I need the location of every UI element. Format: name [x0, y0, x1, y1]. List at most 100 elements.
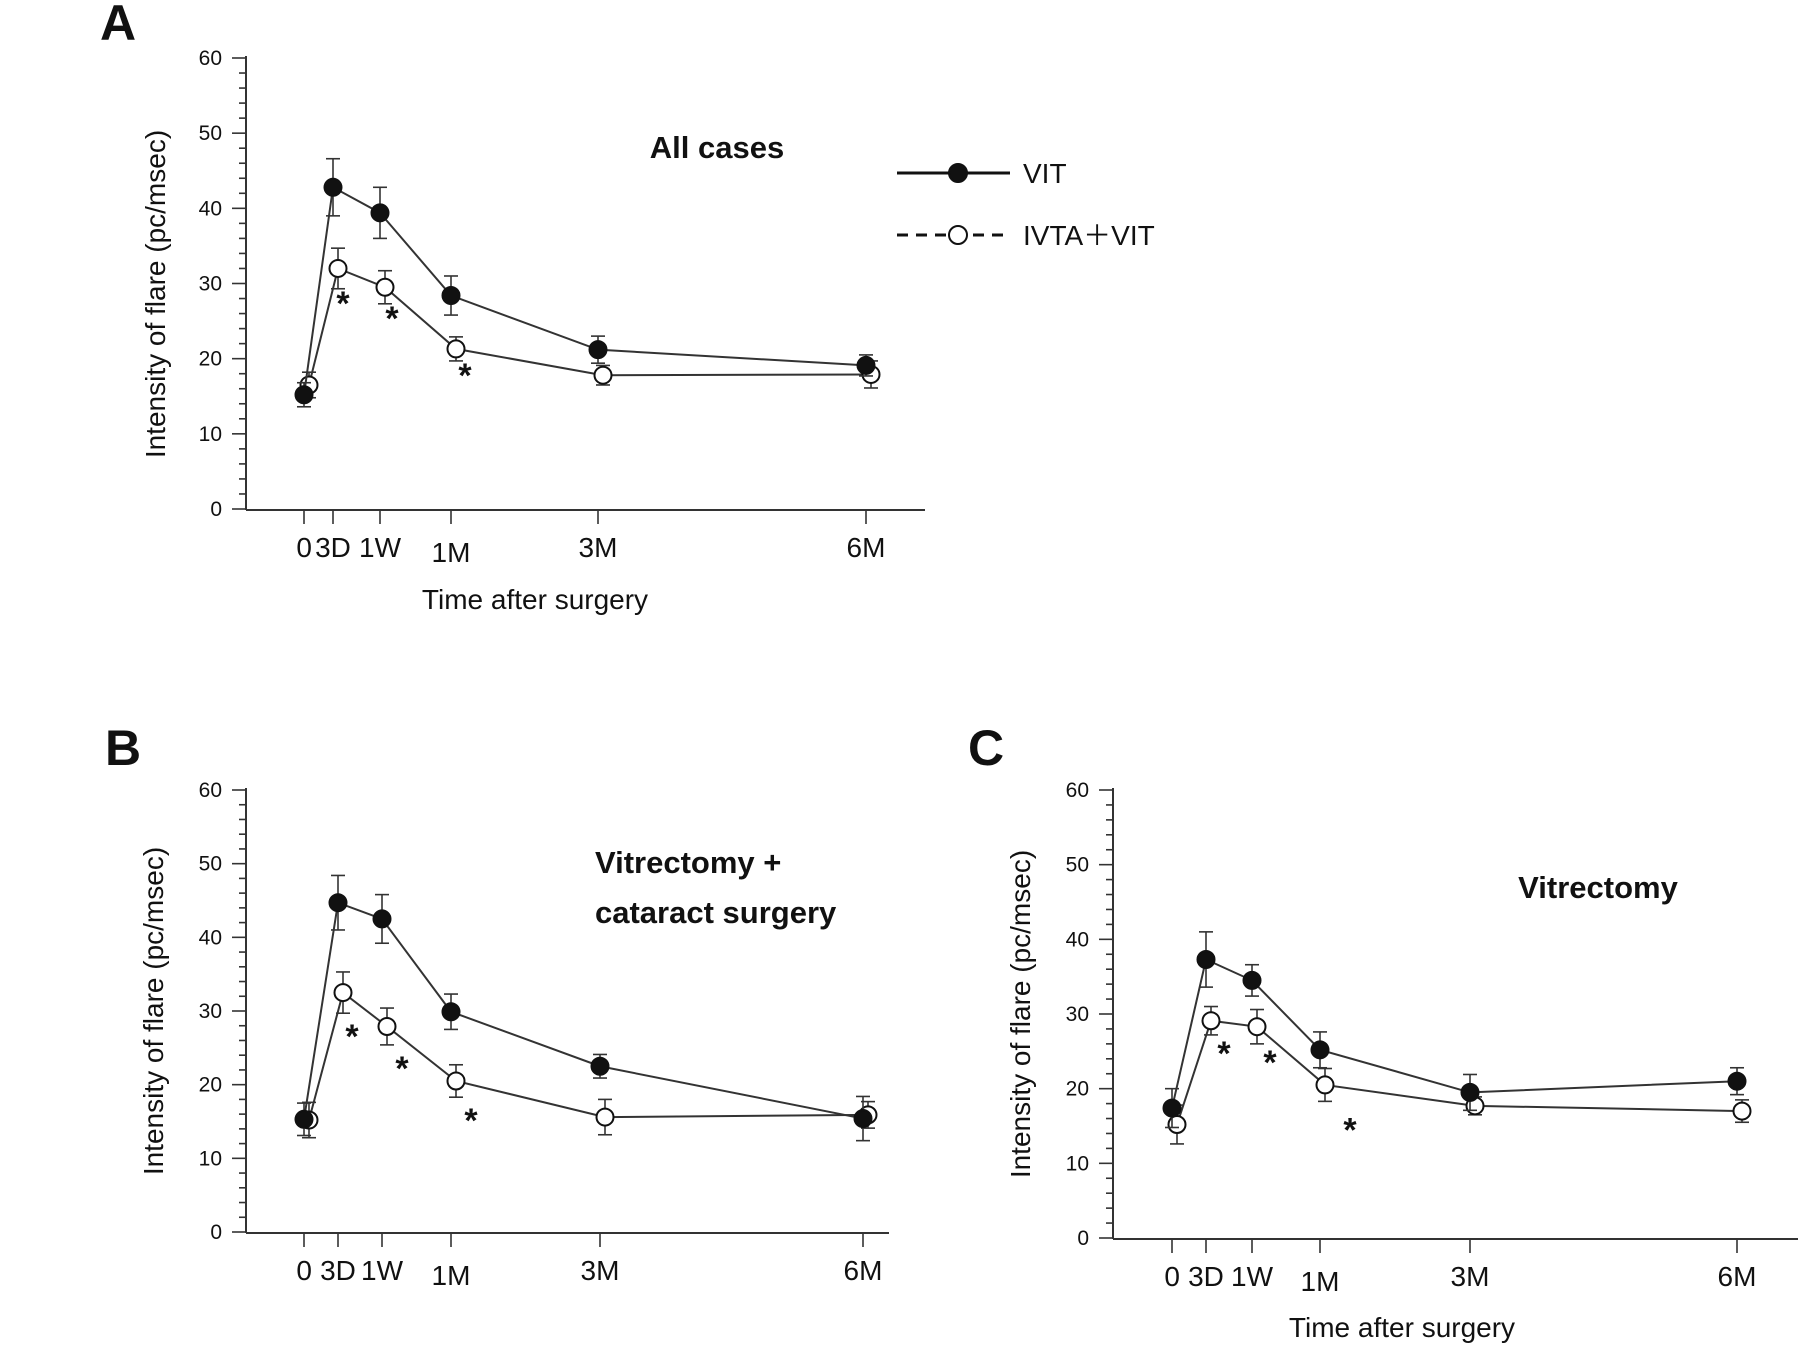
data-point-ivta-vit — [446, 339, 466, 359]
data-point-ivta-vit — [333, 983, 353, 1003]
legend-vit-marker — [948, 163, 968, 183]
panel-title: All cases — [650, 130, 784, 165]
data-point-ivta-vit — [375, 277, 395, 297]
panel-b: B Vitrectomy + cataract surgery 0 10 20 30 40 50… — [105, 720, 889, 1291]
panel-title: Vitrectomy — [1518, 870, 1678, 905]
data-point-vit — [1310, 1040, 1330, 1060]
y-tick-label: 0 — [210, 1221, 222, 1244]
y-axis-label: Intensity of flare (pc/msec) — [140, 130, 171, 458]
data-point-ivta-vit — [377, 1016, 397, 1036]
x-tick-label: 0 — [296, 532, 312, 563]
data-point-vit — [323, 177, 343, 197]
x-tick-label: 1W — [359, 532, 402, 563]
y-tick-label: 50 — [1066, 854, 1089, 877]
significance-marker: * — [336, 285, 350, 323]
y-tick-label: 10 — [1066, 1152, 1089, 1175]
significance-marker: * — [1343, 1111, 1357, 1149]
y-tick-label: 30 — [199, 1000, 222, 1023]
y-tick-label: 40 — [199, 926, 222, 949]
x-tick-label: 1W — [361, 1255, 404, 1286]
x-tick-label: 3M — [1451, 1261, 1490, 1292]
y-tick-label: 0 — [210, 498, 222, 521]
y-tick-label: 0 — [1077, 1227, 1089, 1250]
x-tick-label: 3M — [579, 532, 618, 563]
x-tick-label: 0 — [296, 1255, 312, 1286]
series-line-vit — [1171, 958, 1738, 1109]
series-line-ivta-vit — [1176, 1019, 1743, 1125]
y-tick-label: 30 — [1066, 1003, 1089, 1026]
significance-marker: * — [458, 357, 472, 395]
panel-c: C Vitrectomy 0 10 20 30 40 50 60 0 3D 1W 1M 3M 6M Inten… — [968, 720, 1798, 1343]
x-tick-label: 3D — [320, 1255, 356, 1286]
y-tick-label: 60 — [199, 47, 222, 70]
y-tick-label: 40 — [199, 197, 222, 220]
legend-vit-label: VIT — [1023, 158, 1067, 189]
data-point-vit — [370, 203, 390, 223]
data-point-vit — [1460, 1082, 1480, 1102]
data-point-vit — [1727, 1071, 1747, 1091]
panel-title: cataract surgery — [595, 895, 837, 930]
data-point-ivta-vit — [1167, 1115, 1187, 1135]
data-point-ivta-vit — [593, 365, 613, 385]
y-tick-label: 40 — [1066, 928, 1089, 951]
x-tick-label: 3M — [581, 1255, 620, 1286]
x-tick-label: 6M — [844, 1255, 883, 1286]
y-axis-label: Intensity of flare (pc/msec) — [1005, 850, 1036, 1178]
data-point-ivta-vit — [1201, 1011, 1221, 1031]
x-tick-label: 1M — [432, 1260, 471, 1291]
series-line-vit — [303, 901, 864, 1120]
significance-marker: * — [385, 300, 399, 338]
data-point-vit — [856, 355, 876, 375]
data-point-ivta-vit — [595, 1107, 615, 1127]
x-tick-label: 0 — [1164, 1261, 1180, 1292]
data-point-vit — [588, 340, 608, 360]
data-point-vit — [372, 909, 392, 929]
data-point-ivta-vit — [328, 258, 348, 278]
legend: VIT IVTA＋VIT — [897, 158, 1155, 251]
panel-letter: C — [968, 720, 1004, 776]
significance-marker: * — [345, 1018, 359, 1056]
x-tick-label: 1M — [1301, 1266, 1340, 1297]
x-tick-label: 1M — [432, 537, 471, 568]
x-tick-label: 6M — [1718, 1261, 1757, 1292]
x-tick-label: 1W — [1231, 1261, 1274, 1292]
y-tick-label: 20 — [199, 1074, 222, 1097]
data-point-vit — [294, 1109, 314, 1129]
y-tick-label: 10 — [199, 423, 222, 446]
data-point-ivta-vit — [1247, 1017, 1267, 1037]
significance-marker: * — [395, 1050, 409, 1088]
data-point-vit — [294, 385, 314, 405]
panel-letter: A — [100, 0, 136, 51]
significance-marker: * — [464, 1102, 478, 1140]
x-tick-label: 6M — [847, 532, 886, 563]
panel-title: Vitrectomy + — [595, 845, 781, 880]
y-tick-label: 50 — [199, 122, 222, 145]
data-point-vit — [441, 1002, 461, 1022]
x-tick-label: 3D — [315, 532, 351, 563]
data-point-vit — [1196, 949, 1216, 969]
legend-ivta-label: IVTA＋VIT — [1023, 220, 1155, 251]
data-point-ivta-vit — [1315, 1075, 1335, 1095]
data-point-ivta-vit — [446, 1071, 466, 1091]
x-axis-label: Time after surgery — [422, 584, 648, 615]
y-tick-label: 20 — [1066, 1078, 1089, 1101]
data-point-ivta-vit — [1732, 1101, 1752, 1121]
data-point-vit — [328, 893, 348, 913]
x-axis-label: Time after surgery — [1289, 1312, 1515, 1343]
y-tick-label: 60 — [199, 779, 222, 802]
data-point-vit — [441, 286, 461, 306]
panel-letter: B — [105, 720, 141, 776]
y-axis-label: Intensity of flare (pc/msec) — [138, 847, 169, 1175]
legend-ivta-marker — [948, 225, 968, 245]
significance-marker: * — [1217, 1035, 1231, 1073]
y-tick-label: 50 — [199, 853, 222, 876]
data-point-vit — [1162, 1098, 1182, 1118]
data-point-vit — [590, 1056, 610, 1076]
y-tick-label: 30 — [199, 273, 222, 296]
x-tick-label: 3D — [1188, 1261, 1224, 1292]
data-point-vit — [853, 1109, 873, 1129]
data-point-vit — [1242, 970, 1262, 990]
y-tick-label: 20 — [199, 348, 222, 371]
